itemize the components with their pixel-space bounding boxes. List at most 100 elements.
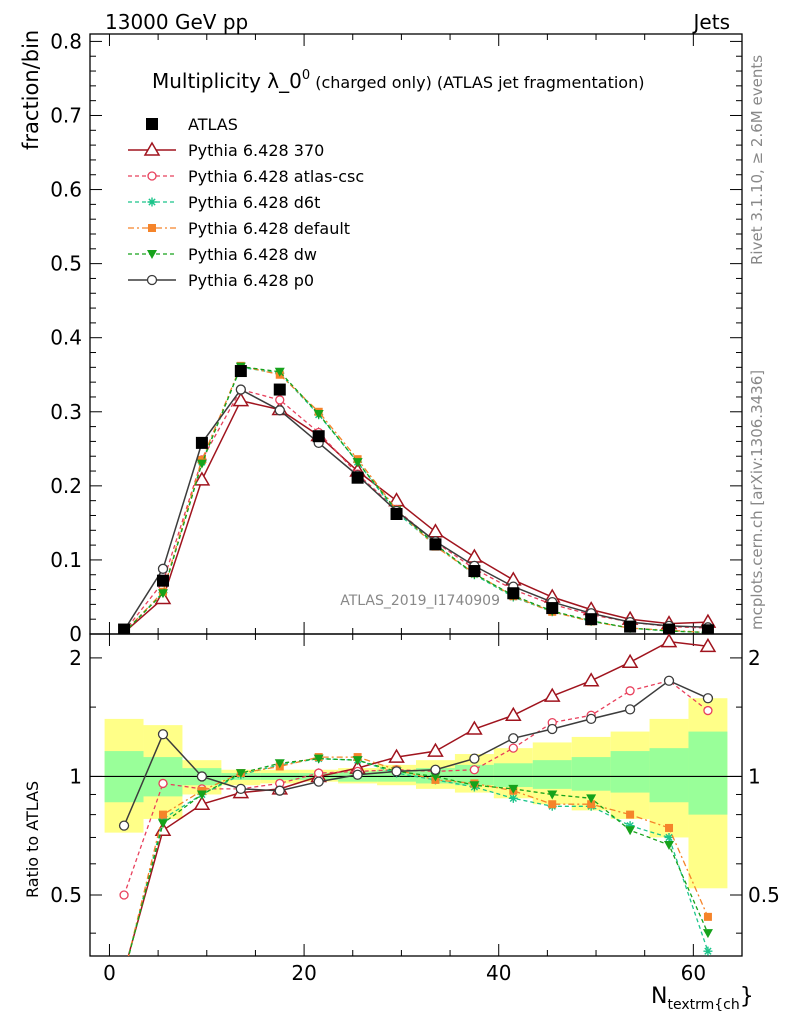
ratio-point-p0 [702,693,714,704]
ratio-point-dw [469,781,480,791]
ratio-line-dw [128,757,709,956]
main-y-tick-label: 0.4 [50,326,82,350]
data-point-atlas [273,383,286,396]
ratio-point-p0 [235,783,246,795]
ratio-point-dw [235,769,246,779]
data-point-atlas [468,565,481,578]
ratio-point-dw [352,756,363,766]
legend-label-p370: Pythia 6.428 370 [188,141,324,160]
ratio-line-p370 [127,640,708,956]
series-line-p0 [123,388,708,631]
legend-label-default: Pythia 6.428 default [188,219,350,238]
ratio-point-dw [430,772,441,782]
ratio-y-tick-label-right: 2 [748,646,761,670]
legend-marker-atlascsc [147,171,157,181]
ratio-point-p0 [547,723,558,735]
legend-label-atlascsc: Pythia 6.428 atlas-csc [188,167,364,186]
legend-label-p0: Pythia 6.428 p0 [188,271,314,290]
ratio-point-p370 [621,653,639,668]
main-y-tick-label: 0.2 [50,474,82,498]
legend-marker-d6t [147,197,157,207]
ratio-point-default [703,912,712,921]
ratio-point-p0 [274,785,285,796]
data-point-atlas [429,538,442,551]
ratio-point-atlascsc [158,778,168,789]
analysis-watermark: ATLAS_2019_I1740909 [340,593,500,609]
data-point-p370 [232,392,250,407]
ratio-point-default [587,800,596,809]
series-line-dw [123,365,708,634]
x-axis-label-tail: } [740,984,754,1009]
ratio-point-default [626,810,635,819]
ratio-point-p0 [663,675,675,686]
legend-marker-atlas [146,118,158,130]
data-point-p0 [235,384,246,395]
ratio-point-p0 [586,713,597,725]
data-point-atlas [624,620,637,633]
x-axis-label: Ntextrm{ch} [651,984,754,1013]
ratio-point-p370 [193,795,211,810]
series-atlas [118,365,714,634]
legend-entry-atlas: ATLAS [146,115,238,134]
x-tick-label: 20 [291,961,316,985]
legend-marker-dw [147,250,157,259]
ratio-y-tick-label: 0.5 [50,883,82,907]
data-point-p370 [427,523,444,538]
main-y-tick-label: 0.8 [50,29,82,53]
ratio-point-dw [313,754,324,764]
data-point-p0 [157,563,169,574]
ratio-point-d6t [508,793,518,803]
ratio-line-p0 [123,679,709,826]
ratio-point-default [665,823,674,832]
ratio-point-dw [547,790,558,800]
ratio-y-tick-label: 1 [69,764,82,788]
ratio-point-p0 [624,704,636,715]
data-point-dw [313,410,324,419]
data-point-dw [157,589,168,599]
ratio-point-dw [508,784,519,794]
rivet-side-label: Rivet 3.1.10, ≥ 2.6M events [748,55,766,265]
data-point-atlas [701,624,714,634]
x-axis-label-sub: textrm{ch [667,997,739,1013]
ratio-point-p0 [157,729,169,740]
x-axis-label-main: N [651,984,667,1009]
ratio-y-tick-label: 2 [69,646,82,670]
ratio-point-default [158,810,167,819]
ratio-series-dw [128,754,713,956]
ratio-point-dw [274,759,285,769]
uncertainty-band-inner [649,748,689,803]
legend-entry-atlascsc: Pythia 6.428 atlas-csc [128,167,364,186]
ratio-point-atlascsc [314,768,324,778]
chart-title: Multiplicity λ_00 (charged only) (ATLAS … [152,68,644,93]
legend: ATLAS Pythia 6.428 370 Pythia 6.428 atlas-… [128,115,364,290]
uncertainty-band-inner [532,760,572,789]
chart-title-rest: (charged only) (ATLAS jet fragmentation) [310,73,644,92]
ratio-point-dw [702,929,713,939]
legend-entry-d6t: Pythia 6.428 d6t [128,193,320,212]
mcplots-side-label: mcplots.cern.ch [arXiv:1306.3436] [748,370,766,630]
x-tick-label: 0 [103,961,116,985]
main-y-tick-label: 0.3 [50,400,82,424]
ratio-point-atlascsc [119,890,129,900]
ratio-point-p370 [699,637,717,653]
ratio-point-d6t [625,821,635,831]
ratio-point-p370 [154,821,172,837]
ratio-point-p0 [469,753,480,764]
data-point-p370 [466,548,483,563]
ratio-panel: 0.5 0.51 12 20 20 40 60 [50,633,780,985]
ratio-point-dw [586,794,597,804]
legend-label-dw: Pythia 6.428 dw [188,245,317,264]
main-y-tick-label: 0.7 [50,103,82,127]
ratio-point-p0 [391,766,402,777]
header-left: 13000 GeV pp [105,10,248,34]
ratio-point-dw [664,840,675,850]
ratio-point-dw [157,819,168,829]
ratio-frame [89,633,743,957]
data-point-atlas [195,436,208,449]
legend-label-d6t: Pythia 6.428 d6t [188,193,320,212]
legend-entry-p370: Pythia 6.428 370 [128,141,324,160]
data-point-atlas [234,365,247,378]
main-y-tick-label: 0.5 [50,252,82,276]
ratio-point-d6t [703,946,713,956]
main-y-tick-label: 0 [69,622,82,646]
